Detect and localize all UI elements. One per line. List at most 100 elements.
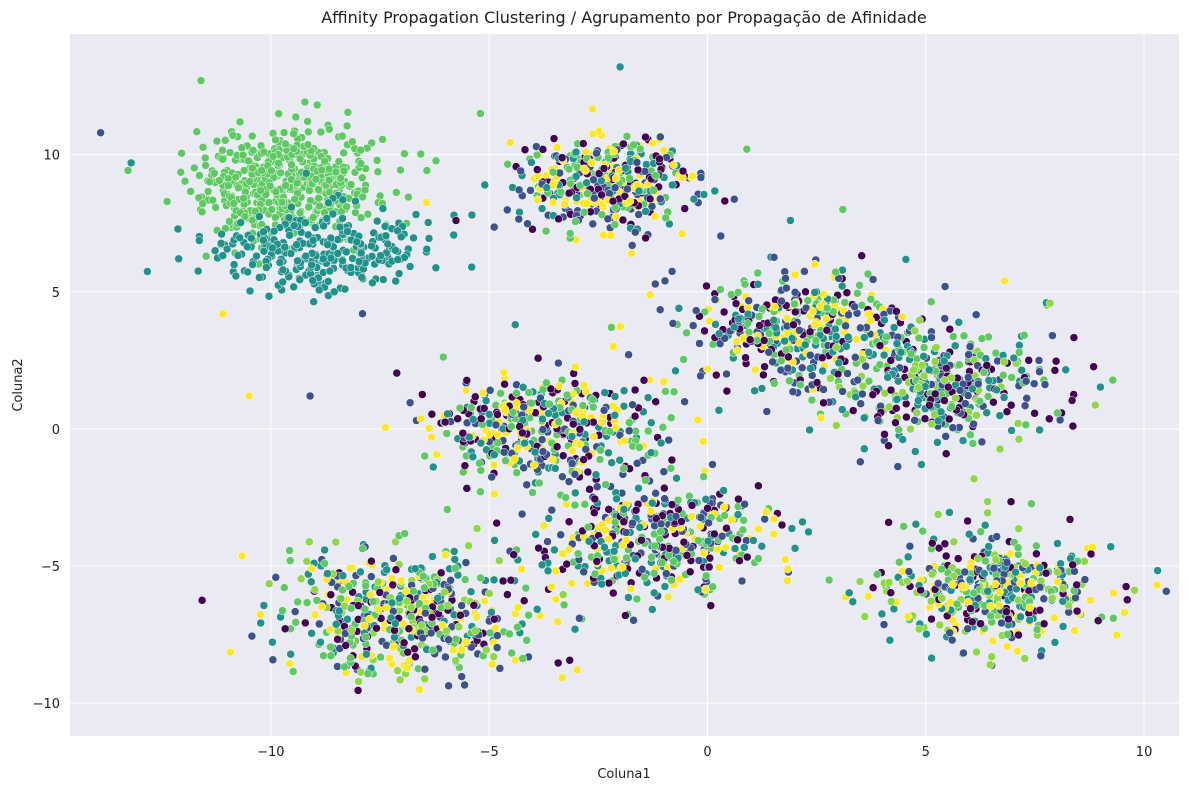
scatter-point	[603, 534, 613, 544]
scatter-point	[1093, 616, 1103, 625]
scatter-point	[1061, 365, 1070, 375]
scatter-point	[424, 424, 434, 433]
scatter-point	[418, 571, 428, 581]
scatter-point	[857, 251, 866, 260]
scatter-point	[647, 553, 656, 562]
scatter-point	[252, 251, 261, 261]
scatter-point	[713, 544, 722, 554]
scatter-point	[322, 214, 332, 223]
scatter-point	[634, 484, 643, 493]
scatter-point	[195, 236, 204, 245]
scatter-point	[126, 158, 136, 168]
scatter-point	[702, 281, 711, 291]
scatter-point	[842, 342, 851, 351]
scatter-point	[578, 401, 588, 410]
scatter-point	[358, 173, 367, 183]
scatter-point	[301, 251, 311, 261]
scatter-point	[391, 246, 400, 255]
scatter-point	[186, 187, 195, 196]
scatter-point	[984, 376, 994, 385]
scatter-point	[851, 353, 860, 362]
scatter-point	[1002, 642, 1012, 651]
scatter-point	[512, 398, 521, 408]
scatter-point	[346, 180, 356, 189]
scatter-point	[314, 285, 324, 295]
scatter-point	[631, 554, 640, 564]
scatter-point	[1109, 614, 1118, 623]
scatter-point	[902, 576, 912, 586]
scatter-point	[791, 270, 800, 279]
scatter-point	[201, 161, 210, 170]
scatter-point	[551, 566, 561, 576]
scatter-point	[844, 588, 854, 598]
scatter-point	[440, 417, 450, 427]
scatter-point	[745, 335, 755, 344]
scatter-point	[749, 536, 758, 545]
scatter-point	[476, 466, 486, 475]
scatter-point	[290, 194, 299, 204]
scatter-point	[588, 395, 597, 404]
scatter-point	[905, 541, 915, 551]
scatter-point	[958, 582, 967, 591]
scatter-point	[721, 543, 731, 552]
scatter-point	[855, 577, 865, 586]
scatter-point	[346, 604, 356, 613]
scatter-point	[524, 388, 534, 397]
scatter-point	[735, 556, 744, 565]
scatter-point	[585, 485, 594, 494]
scatter-point	[1153, 566, 1162, 575]
scatter-point	[972, 411, 981, 420]
scatter-point	[558, 590, 568, 599]
scatter-point	[1072, 580, 1081, 590]
scatter-point	[217, 229, 226, 239]
scatter-point	[570, 500, 580, 510]
scatter-point	[383, 239, 393, 249]
scatter-point	[708, 582, 717, 591]
scatter-point	[403, 647, 412, 657]
scatter-point	[680, 397, 689, 406]
scatter-point	[879, 620, 889, 629]
scatter-point	[410, 564, 420, 573]
scatter-point	[729, 322, 739, 332]
scatter-point	[782, 313, 792, 323]
scatter-point	[1015, 341, 1024, 350]
scatter-point	[948, 580, 957, 589]
scatter-point	[461, 386, 471, 395]
scatter-point	[656, 132, 665, 142]
scatter-point	[480, 596, 489, 606]
scatter-point	[376, 251, 385, 260]
scatter-point	[498, 576, 508, 586]
scatter-point	[561, 493, 570, 502]
scatter-point	[264, 291, 274, 301]
scatter-point	[597, 417, 606, 427]
scatter-point	[590, 508, 599, 517]
scatter-point	[318, 254, 328, 264]
scatter-point	[604, 153, 613, 163]
scatter-point	[649, 569, 659, 578]
scatter-point	[606, 231, 615, 240]
scatter-point	[848, 406, 858, 415]
scatter-point	[1041, 568, 1051, 578]
scatter-point	[757, 384, 767, 393]
scatter-point	[822, 303, 832, 313]
scatter-point	[856, 399, 865, 408]
scatter-point	[195, 171, 204, 180]
scatter-point	[886, 588, 896, 597]
scatter-point	[519, 596, 529, 605]
scatter-point	[704, 518, 713, 528]
scatter-point	[495, 664, 505, 673]
scatter-point	[391, 619, 400, 628]
scatter-point	[807, 395, 817, 405]
scatter-point	[933, 579, 943, 588]
scatter-point	[969, 474, 979, 484]
scatter-point	[669, 557, 678, 566]
scatter-point	[662, 153, 671, 162]
scatter-point	[784, 352, 793, 362]
scatter-point	[403, 663, 412, 673]
scatter-point	[400, 529, 409, 538]
scatter-point	[626, 584, 636, 594]
scatter-point	[514, 214, 524, 224]
scatter-point	[268, 152, 278, 161]
scatter-point	[316, 127, 326, 137]
scatter-point	[677, 229, 687, 238]
